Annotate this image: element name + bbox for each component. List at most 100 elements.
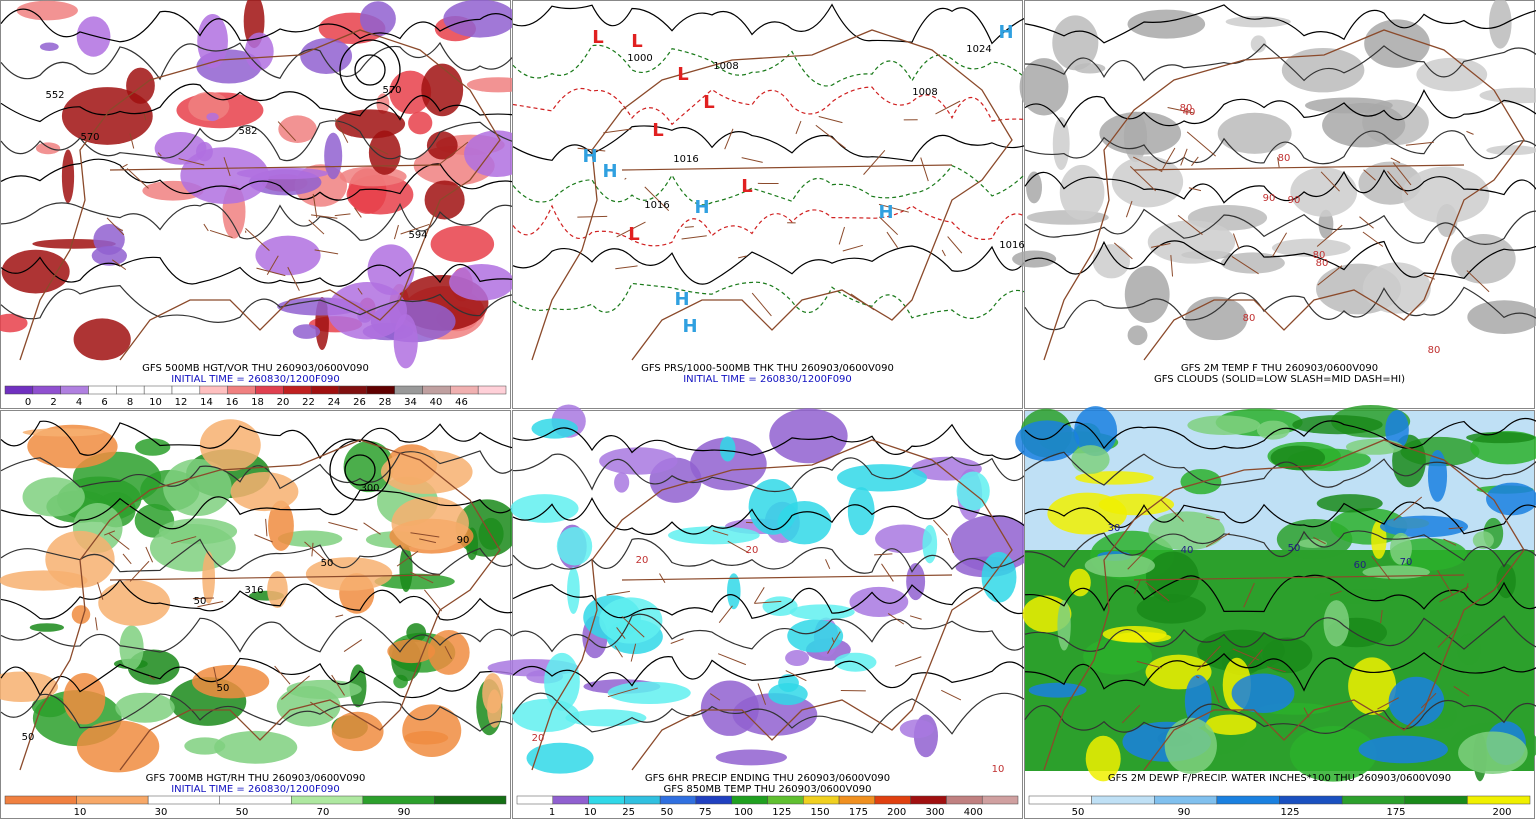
state-border <box>1359 216 1374 229</box>
field-shading <box>875 524 932 554</box>
country-border <box>621 164 953 171</box>
state-border <box>97 582 104 600</box>
field-shading <box>1460 634 1477 645</box>
legend-swatch <box>477 385 507 395</box>
legend-swatch <box>76 795 149 805</box>
state-border <box>825 559 831 570</box>
field-shading <box>393 314 418 369</box>
contour <box>1024 417 1536 450</box>
legend-swatch <box>143 385 173 395</box>
legend-label: 175 <box>1386 807 1405 818</box>
field-shading <box>526 742 594 774</box>
field-shading <box>339 166 407 187</box>
state-border <box>941 689 962 701</box>
field-shading <box>1059 164 1105 220</box>
map-label: L <box>703 92 714 113</box>
legend-label: 1 <box>549 807 555 818</box>
state-border <box>603 128 632 134</box>
state-border <box>727 540 750 554</box>
state-border <box>881 563 894 582</box>
coastline <box>531 439 1013 771</box>
field-shading <box>1015 420 1080 462</box>
state-border <box>410 532 440 538</box>
map-label: H <box>682 316 697 337</box>
state-border <box>126 168 149 189</box>
state-border <box>795 120 802 135</box>
state-border <box>334 118 349 143</box>
field-shading <box>1270 445 1326 470</box>
state-border <box>256 267 286 277</box>
field-shading <box>98 580 171 626</box>
panel: 30 40 50 60 70 GFS 2M DEWP F/PRECIP. WATER IN… <box>1015 404 1536 819</box>
state-border <box>863 150 886 175</box>
map-label: 1016 <box>673 154 698 165</box>
map-label: 40 <box>1183 107 1196 118</box>
map-label: L <box>652 120 663 141</box>
state-border <box>1267 666 1286 673</box>
state-border <box>277 121 296 142</box>
state-border <box>1191 156 1199 167</box>
contour <box>1024 208 1536 245</box>
field-shading <box>406 623 427 643</box>
legend-swatch <box>588 795 625 805</box>
legend-swatch <box>60 385 89 395</box>
field-shading <box>374 573 455 590</box>
country-border <box>109 574 441 581</box>
legend-label: 90 <box>1178 807 1191 818</box>
contour <box>512 86 1033 126</box>
map-label: 80 <box>1180 103 1193 114</box>
legend-label: 8 <box>127 397 133 408</box>
state-border <box>106 217 125 236</box>
field-shading <box>286 679 362 700</box>
field-shading <box>292 324 321 339</box>
field-shading <box>1225 16 1291 28</box>
state-border <box>670 638 684 644</box>
state-border <box>1387 170 1409 196</box>
state-border <box>818 115 843 124</box>
field-shading <box>71 605 91 624</box>
state-border <box>874 553 893 556</box>
map-label: 50 <box>22 732 35 743</box>
state-border <box>1443 538 1457 546</box>
contour <box>512 423 1033 460</box>
field-shading <box>1071 445 1110 474</box>
field-shading <box>380 449 473 494</box>
caption: INITIAL TIME = 260830/1200F090 <box>171 784 340 795</box>
caption: INITIAL TIME = 260830/1200F090 <box>171 374 340 385</box>
field-shading <box>367 244 415 296</box>
legend-swatch <box>1216 795 1280 805</box>
field-shading <box>607 681 691 705</box>
legend-label: 50 <box>236 807 249 818</box>
legend-label: 150 <box>811 807 830 818</box>
state-border <box>1424 274 1435 280</box>
legend-label: 18 <box>251 397 264 408</box>
legend-label: 125 <box>1280 807 1299 818</box>
state-border <box>363 522 381 535</box>
legend-label: 14 <box>200 397 213 408</box>
state-border <box>831 637 835 643</box>
legend-label: 25 <box>622 807 635 818</box>
map-label: 70 <box>1400 557 1413 568</box>
legend-label: 28 <box>379 397 392 408</box>
field-shading <box>1164 717 1217 774</box>
field-shading <box>192 664 270 699</box>
field-shading <box>408 111 433 135</box>
state-border <box>909 615 922 620</box>
field-shading <box>981 551 1017 603</box>
state-border <box>424 589 443 612</box>
state-border <box>1439 586 1469 603</box>
field-shading <box>599 597 663 644</box>
field-shading <box>1341 588 1390 599</box>
state-border <box>709 693 721 701</box>
legend-label: 50 <box>1072 807 1085 818</box>
contour <box>0 538 521 575</box>
field-shading <box>531 418 578 439</box>
map-label: 30 <box>1108 523 1121 534</box>
state-border <box>312 193 318 218</box>
state-border <box>143 113 147 121</box>
state-border <box>419 538 437 544</box>
legend-swatch <box>434 795 507 805</box>
state-border <box>437 141 469 166</box>
field-shading <box>1083 638 1153 675</box>
map-label: H <box>878 202 893 223</box>
